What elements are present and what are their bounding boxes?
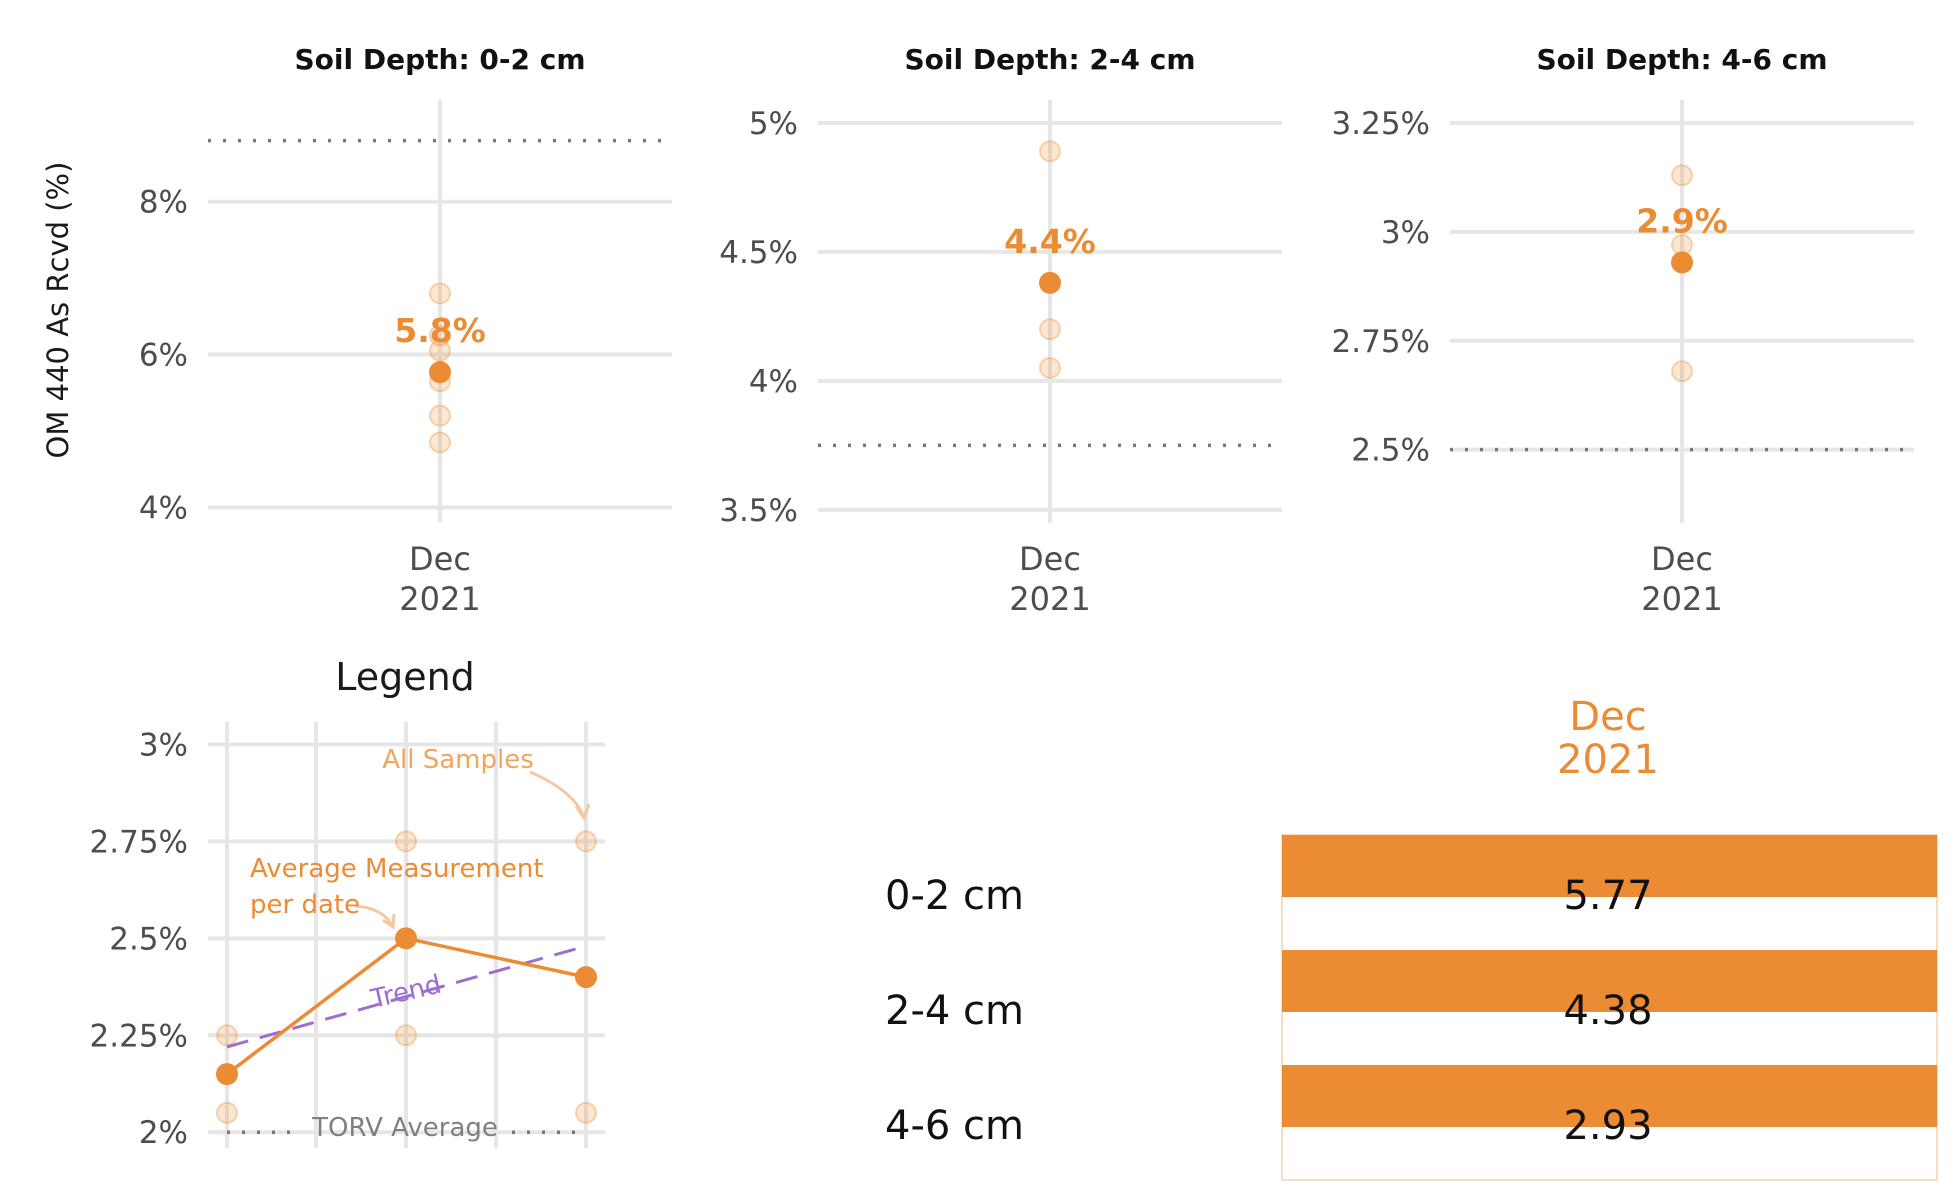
- annotation-average-line1: Average Measurement: [250, 854, 544, 884]
- sample-point: [216, 1101, 238, 1124]
- annotation-average-line2: per date: [250, 890, 360, 920]
- sample-point: [575, 830, 597, 853]
- table-header-month: Dec: [1569, 694, 1646, 740]
- table-row-value: 4.38: [1563, 988, 1652, 1034]
- y-tick-label: 2.5%: [109, 921, 188, 957]
- panel-title: Soil Depth: 4-6 cm: [1537, 43, 1828, 76]
- table-row-value: 2.93: [1563, 1103, 1652, 1149]
- average-point: [1671, 251, 1693, 274]
- table-header-year: 2021: [1557, 737, 1659, 783]
- sample-point: [395, 1024, 417, 1047]
- y-tick-label: 4%: [749, 364, 798, 400]
- table-row-label: 4-6 cm: [885, 1103, 1024, 1149]
- y-tick-label: 3.5%: [719, 493, 798, 529]
- data-marks: 4.4%: [818, 140, 1282, 448]
- table-row-band: [1282, 835, 1937, 897]
- gridlines: [208, 100, 672, 523]
- y-ticks: 3.5% 4% 4.5% 5%: [719, 106, 798, 529]
- y-tick-label: 4.5%: [719, 235, 798, 271]
- average-label: 2.9%: [1636, 201, 1728, 240]
- x-tick-year: 2021: [1641, 580, 1722, 618]
- x-tick-month: Dec: [409, 540, 471, 578]
- sample-point: [1671, 360, 1693, 383]
- y-tick-label: 4%: [139, 490, 188, 526]
- table-row-band: [1282, 1065, 1937, 1127]
- table-row-label: 0-2 cm: [885, 873, 1024, 919]
- y-axis-label: OM 440 As Rcvd (%): [41, 162, 75, 459]
- y-tick-label: 2.25%: [90, 1018, 188, 1054]
- legend-title: Legend: [335, 655, 475, 699]
- arrow-average: [354, 904, 394, 926]
- y-tick-label: 2.75%: [1332, 324, 1430, 360]
- arrowhead-average: [382, 913, 396, 930]
- annotation-all-samples: All Samples: [382, 745, 534, 775]
- panel-depth-0-2: Soil Depth: 0-2 cm OM 440 As Rcvd (%) 4%…: [41, 43, 672, 618]
- arrow-all-samples: [529, 770, 585, 816]
- y-tick-label: 2.5%: [1351, 433, 1430, 469]
- panel-title: Soil Depth: 0-2 cm: [295, 43, 586, 76]
- y-tick-label: 3.25%: [1332, 106, 1430, 142]
- gridlines: [1450, 100, 1914, 523]
- y-ticks: 4% 6% 8%: [139, 185, 188, 527]
- sample-point: [429, 282, 451, 305]
- panel-title: Soil Depth: 2-4 cm: [905, 43, 1196, 76]
- data-marks: 5.8%: [208, 138, 672, 454]
- average-label: 5.8%: [394, 311, 486, 350]
- arrowhead-all-samples: [574, 803, 591, 822]
- gridlines: [818, 100, 1282, 523]
- average-point: [1039, 271, 1061, 294]
- average-point: [575, 966, 597, 989]
- average-point: [395, 927, 417, 950]
- sample-point: [1671, 164, 1693, 187]
- sample-point: [429, 324, 451, 347]
- y-tick-label: 2%: [139, 1115, 188, 1151]
- y-ticks: 2.5% 2.75% 3% 3.25%: [1332, 106, 1430, 469]
- y-tick-label: 8%: [139, 185, 188, 221]
- sample-point: [575, 1101, 597, 1124]
- average-label: 4.4%: [1004, 222, 1096, 261]
- table-row-label: 2-4 cm: [885, 988, 1024, 1034]
- average-point: [429, 361, 451, 384]
- average-point: [216, 1063, 238, 1086]
- panel-depth-4-6: Soil Depth: 4-6 cm 2.5% 2.75% 3% 3.25% 2.9%…: [1332, 43, 1914, 618]
- x-tick-year: 2021: [399, 580, 480, 618]
- y-tick-label: 5%: [749, 106, 798, 142]
- y-tick-label: 3%: [1381, 215, 1430, 251]
- x-tick-month: Dec: [1651, 540, 1713, 578]
- table-row-band: [1282, 950, 1937, 1012]
- y-ticks: 2% 2.25% 2.5% 2.75% 3%: [90, 727, 188, 1151]
- annotation-torv: TORV Average: [311, 1113, 498, 1143]
- y-tick-label: 2.75%: [90, 824, 188, 860]
- x-tick-month: Dec: [1019, 540, 1081, 578]
- sample-point: [429, 339, 451, 362]
- y-tick-label: 6%: [139, 338, 188, 374]
- legend-panel: Legend 2% 2.25% 2.5% 2.75% 3% All Samples Av…: [90, 655, 605, 1151]
- sample-point: [1039, 140, 1061, 163]
- data-marks: 2.9%: [1450, 164, 1914, 452]
- sample-point: [395, 830, 417, 853]
- summary-table: Dec 2021 0-2 cm 5.77 2-4 cm 4.38 4-6 cm 2.93: [885, 694, 1938, 1181]
- panel-depth-2-4: Soil Depth: 2-4 cm 3.5% 4% 4.5% 5% 4.4% Dec…: [719, 43, 1282, 618]
- y-tick-label: 3%: [139, 727, 188, 763]
- x-tick-year: 2021: [1009, 580, 1090, 618]
- sample-point: [1039, 318, 1061, 341]
- table-rows: 0-2 cm 5.77 2-4 cm 4.38 4-6 cm 2.93: [885, 834, 1938, 1181]
- legend-annotations: All Samples Average Measurement per date…: [250, 745, 544, 1143]
- sample-point: [429, 404, 451, 427]
- sample-point: [216, 1024, 238, 1047]
- table-row-value: 5.77: [1563, 873, 1652, 919]
- sample-point: [429, 431, 451, 454]
- data-marks: [216, 770, 597, 1134]
- sample-point: [1039, 356, 1061, 379]
